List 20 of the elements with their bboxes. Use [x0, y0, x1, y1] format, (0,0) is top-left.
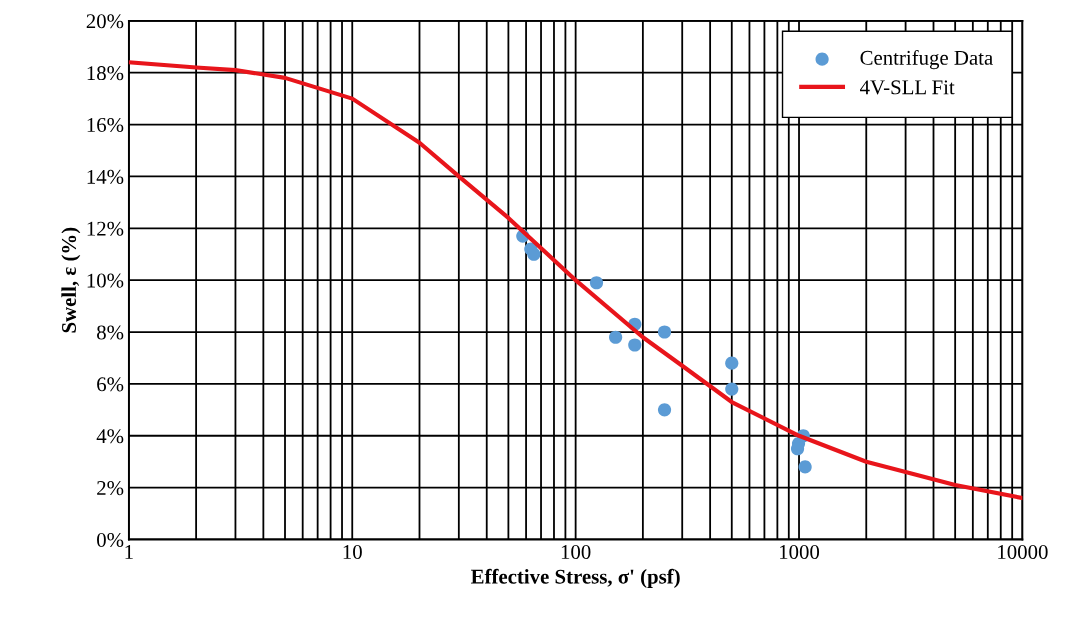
y-tick-label: 4%: [96, 429, 124, 444]
legend-label: Centrifuge Data: [860, 49, 993, 70]
x-axis-title: Effective Stress, σ' (psf): [471, 568, 680, 588]
y-tick-label: 18%: [87, 66, 124, 81]
x-tick-label: 1: [125, 545, 133, 559]
legend-label: 4V-SLL Fit: [860, 80, 955, 95]
x-tick-label: 1000: [780, 544, 820, 560]
x-tick-label: 10: [343, 544, 362, 560]
y-tick-label: 16%: [87, 117, 124, 133]
x-tick-label: 100: [561, 544, 591, 560]
y-tick-label: 8%: [97, 325, 124, 340]
y-tick-label: 20%: [86, 14, 124, 29]
y-tick-label: 10%: [87, 273, 124, 288]
y-tick-label: 12%: [87, 221, 124, 236]
y-tick-label: 6%: [97, 377, 124, 392]
x-tick-label: 10000: [998, 544, 1048, 560]
y-axis-title: Swell, ε (%): [61, 227, 81, 333]
y-tick-label: 14%: [87, 169, 124, 184]
y-tick-label: 0%: [97, 532, 124, 548]
y-tick-label: 2%: [97, 481, 124, 496]
